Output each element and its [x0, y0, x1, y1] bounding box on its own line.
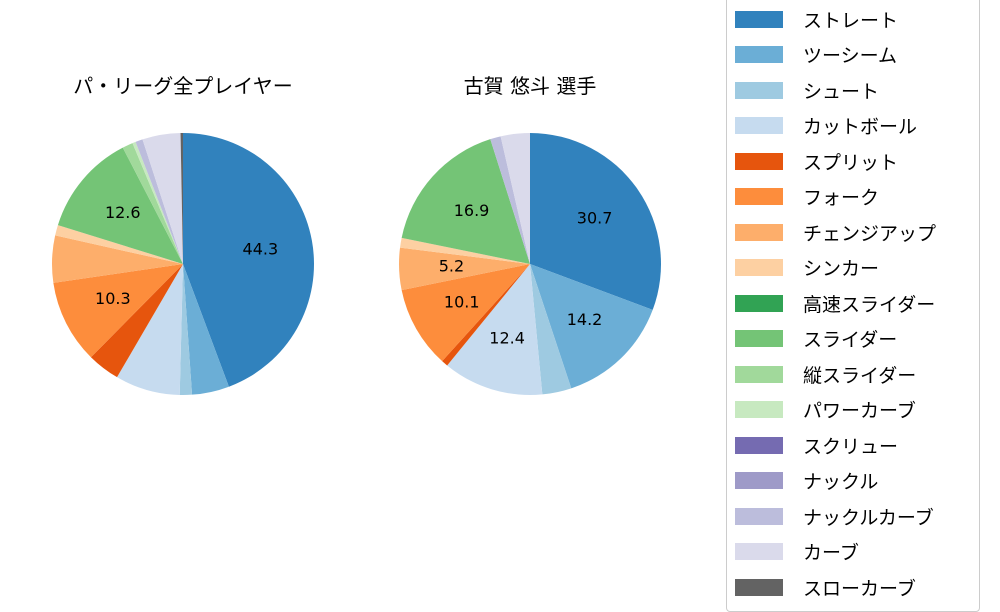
legend-item: ツーシーム [735, 45, 897, 67]
pie-slice [530, 264, 653, 389]
legend-item: 高速スライダー [735, 293, 935, 316]
slice-value-label: 16.9 [454, 201, 490, 220]
pie-slice [399, 247, 530, 291]
pie-slice [442, 264, 530, 366]
player-pie-chart: 30.7 14.2 12.4 10.1 5.2 16.9 [399, 133, 661, 395]
slice-value-label: 12.4 [489, 329, 525, 348]
legend-swatch [735, 507, 783, 525]
legend-label: フォーク [803, 187, 880, 209]
pie-slice [180, 133, 183, 264]
legend-item: スライダー [735, 329, 897, 351]
legend-swatch [735, 578, 783, 596]
slice-value-label: 10.1 [444, 292, 480, 311]
legend-item: フォーク [735, 187, 879, 209]
legend-swatch [735, 543, 783, 560]
legend-label: スプリット [803, 151, 899, 174]
legend-item: シュート [735, 80, 879, 103]
legend-label: ナックル [803, 471, 879, 493]
pie-slice [401, 139, 530, 264]
legend-swatch [735, 46, 783, 63]
pie-slice [117, 264, 183, 395]
pie-slice [142, 133, 183, 264]
pie-slice [447, 264, 543, 395]
legend-swatch [735, 81, 783, 99]
legend-label: スローカーブ [803, 577, 916, 600]
legend-label: ツーシーム [803, 45, 898, 67]
pie-slice [51, 235, 183, 283]
legend-item: ストレート [735, 9, 898, 32]
legend-swatch [735, 152, 783, 170]
legend-label: スライダー [803, 329, 898, 351]
legend-item: 縦スライダー [735, 364, 916, 387]
legend-item: ナックルカーブ [735, 506, 934, 529]
pie-slice [122, 143, 183, 264]
slice-value-label: 10.3 [95, 289, 131, 308]
pie-slice [132, 141, 183, 264]
pie-slice [530, 264, 572, 395]
legend-label: カーブ [803, 542, 859, 564]
legend-swatch [735, 472, 783, 489]
slice-value-label: 14.2 [567, 310, 603, 329]
pie-slice [135, 139, 183, 264]
legend-swatch [735, 330, 783, 347]
legend-item: ナックル [735, 471, 878, 493]
pie-slice [57, 147, 183, 264]
pie-slice [490, 136, 530, 264]
right-chart-title: 古賀 悠斗 選手 [463, 74, 597, 98]
legend-swatch [735, 10, 783, 28]
pie-slice [183, 264, 229, 395]
slice-value-label: 12.6 [105, 203, 141, 222]
left-chart-title: パ・リーグ全プレイヤー [73, 74, 293, 98]
legend-swatch [735, 436, 783, 454]
pie-slice [183, 133, 314, 387]
legend-label: 高速スライダー [803, 293, 936, 316]
legend-item: シンカー [735, 258, 879, 280]
legend-swatch [735, 294, 783, 312]
legend-label: パワーカーブ [803, 400, 916, 422]
legend-item: チェンジアップ [735, 222, 936, 245]
legend-label: スクリュー [803, 435, 899, 458]
legend-swatch [735, 117, 783, 134]
legend-label: 縦スライダー [803, 364, 917, 387]
pie-slice [179, 264, 193, 395]
legend-swatch [735, 401, 783, 418]
legend-label: チェンジアップ [803, 222, 937, 245]
legend-item: スプリット [735, 151, 898, 174]
legend-label: ストレート [803, 9, 899, 32]
legend-swatch [735, 365, 783, 383]
legend-label: シュート [803, 80, 880, 103]
slice-value-label: 30.7 [577, 209, 613, 228]
legend-item: スクリュー [735, 435, 898, 458]
legend-item: カーブ [735, 542, 859, 564]
legend-label: ナックルカーブ [803, 506, 934, 529]
pie-slice [400, 237, 530, 264]
pie-slice [401, 264, 530, 362]
pie-slice [500, 133, 530, 264]
pie-slice [55, 225, 183, 264]
pie-slice [90, 264, 183, 378]
legend-item: パワーカーブ [735, 400, 916, 422]
legend-swatch [735, 259, 783, 276]
league-pie-chart: 44.3 10.3 12.6 [51, 133, 314, 395]
legend-swatch [735, 188, 783, 205]
pie-slice [53, 264, 184, 358]
legend-item: スローカーブ [735, 577, 916, 600]
legend-item: カットボール [735, 116, 917, 138]
slice-value-label: 44.3 [243, 240, 279, 259]
legend-swatch [735, 223, 783, 241]
legend: ストレートツーシームシュートカットボール スプリットフォークチェンジアップ シンカー… [726, 0, 980, 612]
slice-value-label: 5.2 [439, 256, 464, 275]
pie-slice [530, 133, 661, 310]
legend-label: カットボール [803, 116, 918, 138]
legend-label: シンカー [803, 258, 880, 280]
